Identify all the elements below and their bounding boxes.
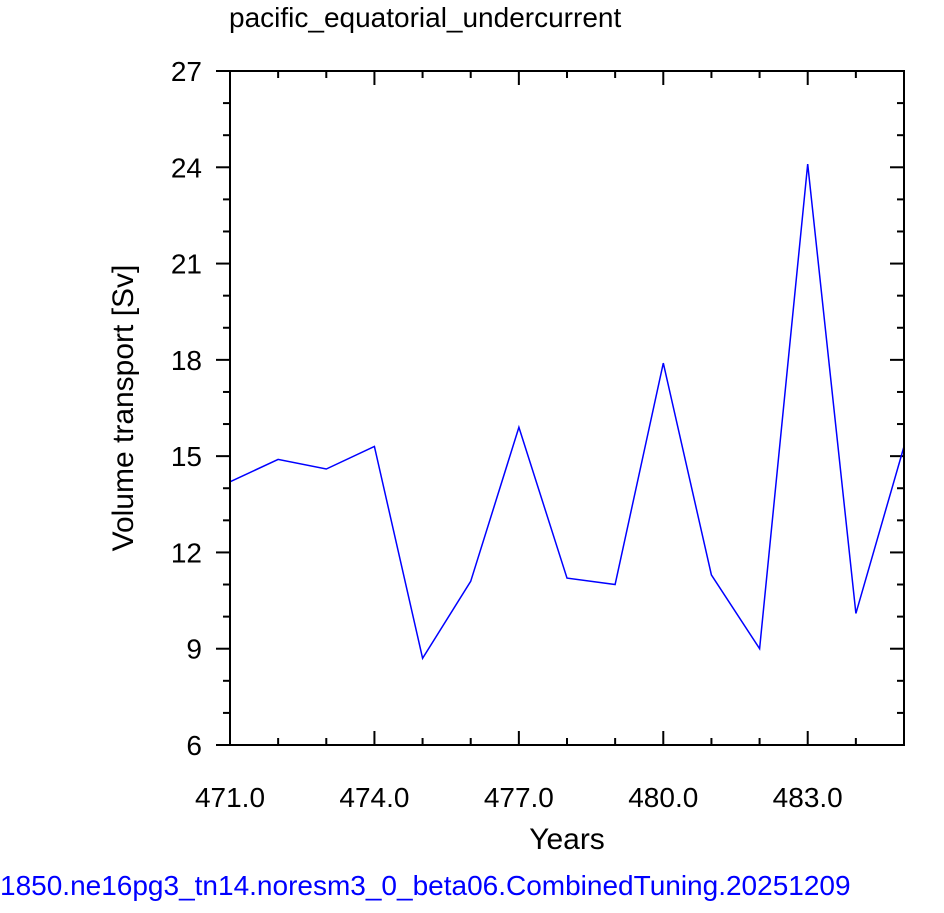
run-caption: 1850.ne16pg3_tn14.noresm3_0_beta06.Combi… (0, 870, 851, 901)
x-tick-label: 483.0 (773, 782, 843, 813)
x-tick-label: 480.0 (628, 782, 698, 813)
axis-ticks (216, 70, 905, 746)
y-axis-label: Volume transport [Sv] (107, 264, 140, 552)
x-tick-label: 474.0 (339, 782, 409, 813)
plot-frame (229, 70, 905, 746)
y-tick-label: 27 (171, 56, 202, 87)
x-tick-label: 471.0 (195, 782, 265, 813)
chart-title: pacific_equatorial_undercurrent (229, 2, 622, 33)
x-axis-label: Years (529, 823, 605, 856)
y-tick-label: 18 (171, 345, 202, 376)
y-tick-label: 6 (186, 730, 202, 761)
y-tick-label: 15 (171, 441, 202, 472)
y-tick-label: 12 (171, 537, 202, 568)
series-line (229, 164, 905, 661)
x-tick-label: 477.0 (484, 782, 554, 813)
tick-labels: 471.0 474.0 477.0 480.0 483.0 6 9 12 15 18 21 24 27 (171, 56, 843, 813)
y-tick-label: 9 (186, 634, 202, 665)
y-tick-label: 24 (171, 152, 202, 183)
y-tick-label: 21 (171, 249, 202, 280)
series-group (229, 164, 905, 661)
